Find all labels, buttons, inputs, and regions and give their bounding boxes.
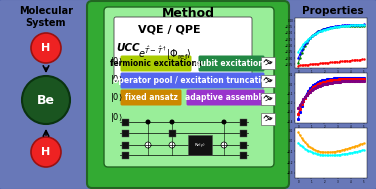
Text: Molecular
System: Molecular System [19, 6, 73, 28]
Circle shape [31, 137, 61, 167]
Text: fermionic excitations: fermionic excitations [110, 59, 202, 68]
FancyBboxPatch shape [121, 129, 129, 136]
Circle shape [169, 142, 175, 148]
Text: $|0\rangle$: $|0\rangle$ [110, 112, 123, 125]
Text: Be: Be [37, 94, 55, 106]
FancyBboxPatch shape [120, 56, 191, 71]
FancyBboxPatch shape [121, 119, 129, 125]
Text: $e^{\hat{T}-\hat{T}^\dagger}|\Phi_\mathrm{ref}\rangle$: $e^{\hat{T}-\hat{T}^\dagger}|\Phi_\mathr… [138, 43, 192, 62]
Text: adaptive assembly: adaptive assembly [185, 93, 266, 102]
Circle shape [145, 142, 151, 148]
Text: UCC: UCC [116, 43, 139, 53]
FancyBboxPatch shape [261, 112, 274, 125]
Circle shape [22, 76, 70, 124]
FancyBboxPatch shape [121, 142, 129, 149]
Circle shape [146, 119, 150, 125]
FancyBboxPatch shape [186, 90, 264, 105]
FancyBboxPatch shape [240, 129, 247, 136]
Text: $|0\rangle$: $|0\rangle$ [110, 74, 123, 87]
Text: Properties: Properties [302, 6, 364, 16]
FancyBboxPatch shape [87, 1, 289, 188]
Circle shape [221, 142, 227, 148]
FancyBboxPatch shape [261, 74, 274, 87]
Text: Rz(γ): Rz(γ) [195, 143, 205, 147]
FancyBboxPatch shape [240, 142, 247, 149]
Text: operator pool / excitation truncation: operator pool / excitation truncation [113, 76, 272, 85]
Circle shape [31, 33, 61, 63]
FancyBboxPatch shape [114, 17, 252, 81]
FancyBboxPatch shape [199, 56, 264, 71]
FancyBboxPatch shape [240, 119, 247, 125]
Text: $|0\rangle$: $|0\rangle$ [110, 56, 123, 68]
FancyBboxPatch shape [240, 152, 247, 159]
Text: H: H [41, 43, 51, 53]
FancyBboxPatch shape [261, 92, 274, 105]
FancyBboxPatch shape [197, 142, 203, 149]
Text: VQE / QPE: VQE / QPE [138, 25, 201, 35]
Circle shape [221, 119, 226, 125]
FancyBboxPatch shape [121, 152, 129, 159]
Text: $|0\rangle$: $|0\rangle$ [110, 91, 123, 105]
FancyBboxPatch shape [104, 7, 274, 167]
Text: qubit excitations: qubit excitations [195, 59, 268, 68]
FancyBboxPatch shape [261, 57, 274, 68]
FancyBboxPatch shape [120, 73, 264, 88]
Circle shape [170, 119, 174, 125]
FancyBboxPatch shape [168, 129, 176, 136]
Text: Method: Method [162, 7, 214, 20]
FancyBboxPatch shape [120, 90, 182, 105]
Text: fixed ansatz: fixed ansatz [124, 93, 177, 102]
Text: H: H [41, 147, 51, 157]
FancyBboxPatch shape [188, 135, 212, 155]
